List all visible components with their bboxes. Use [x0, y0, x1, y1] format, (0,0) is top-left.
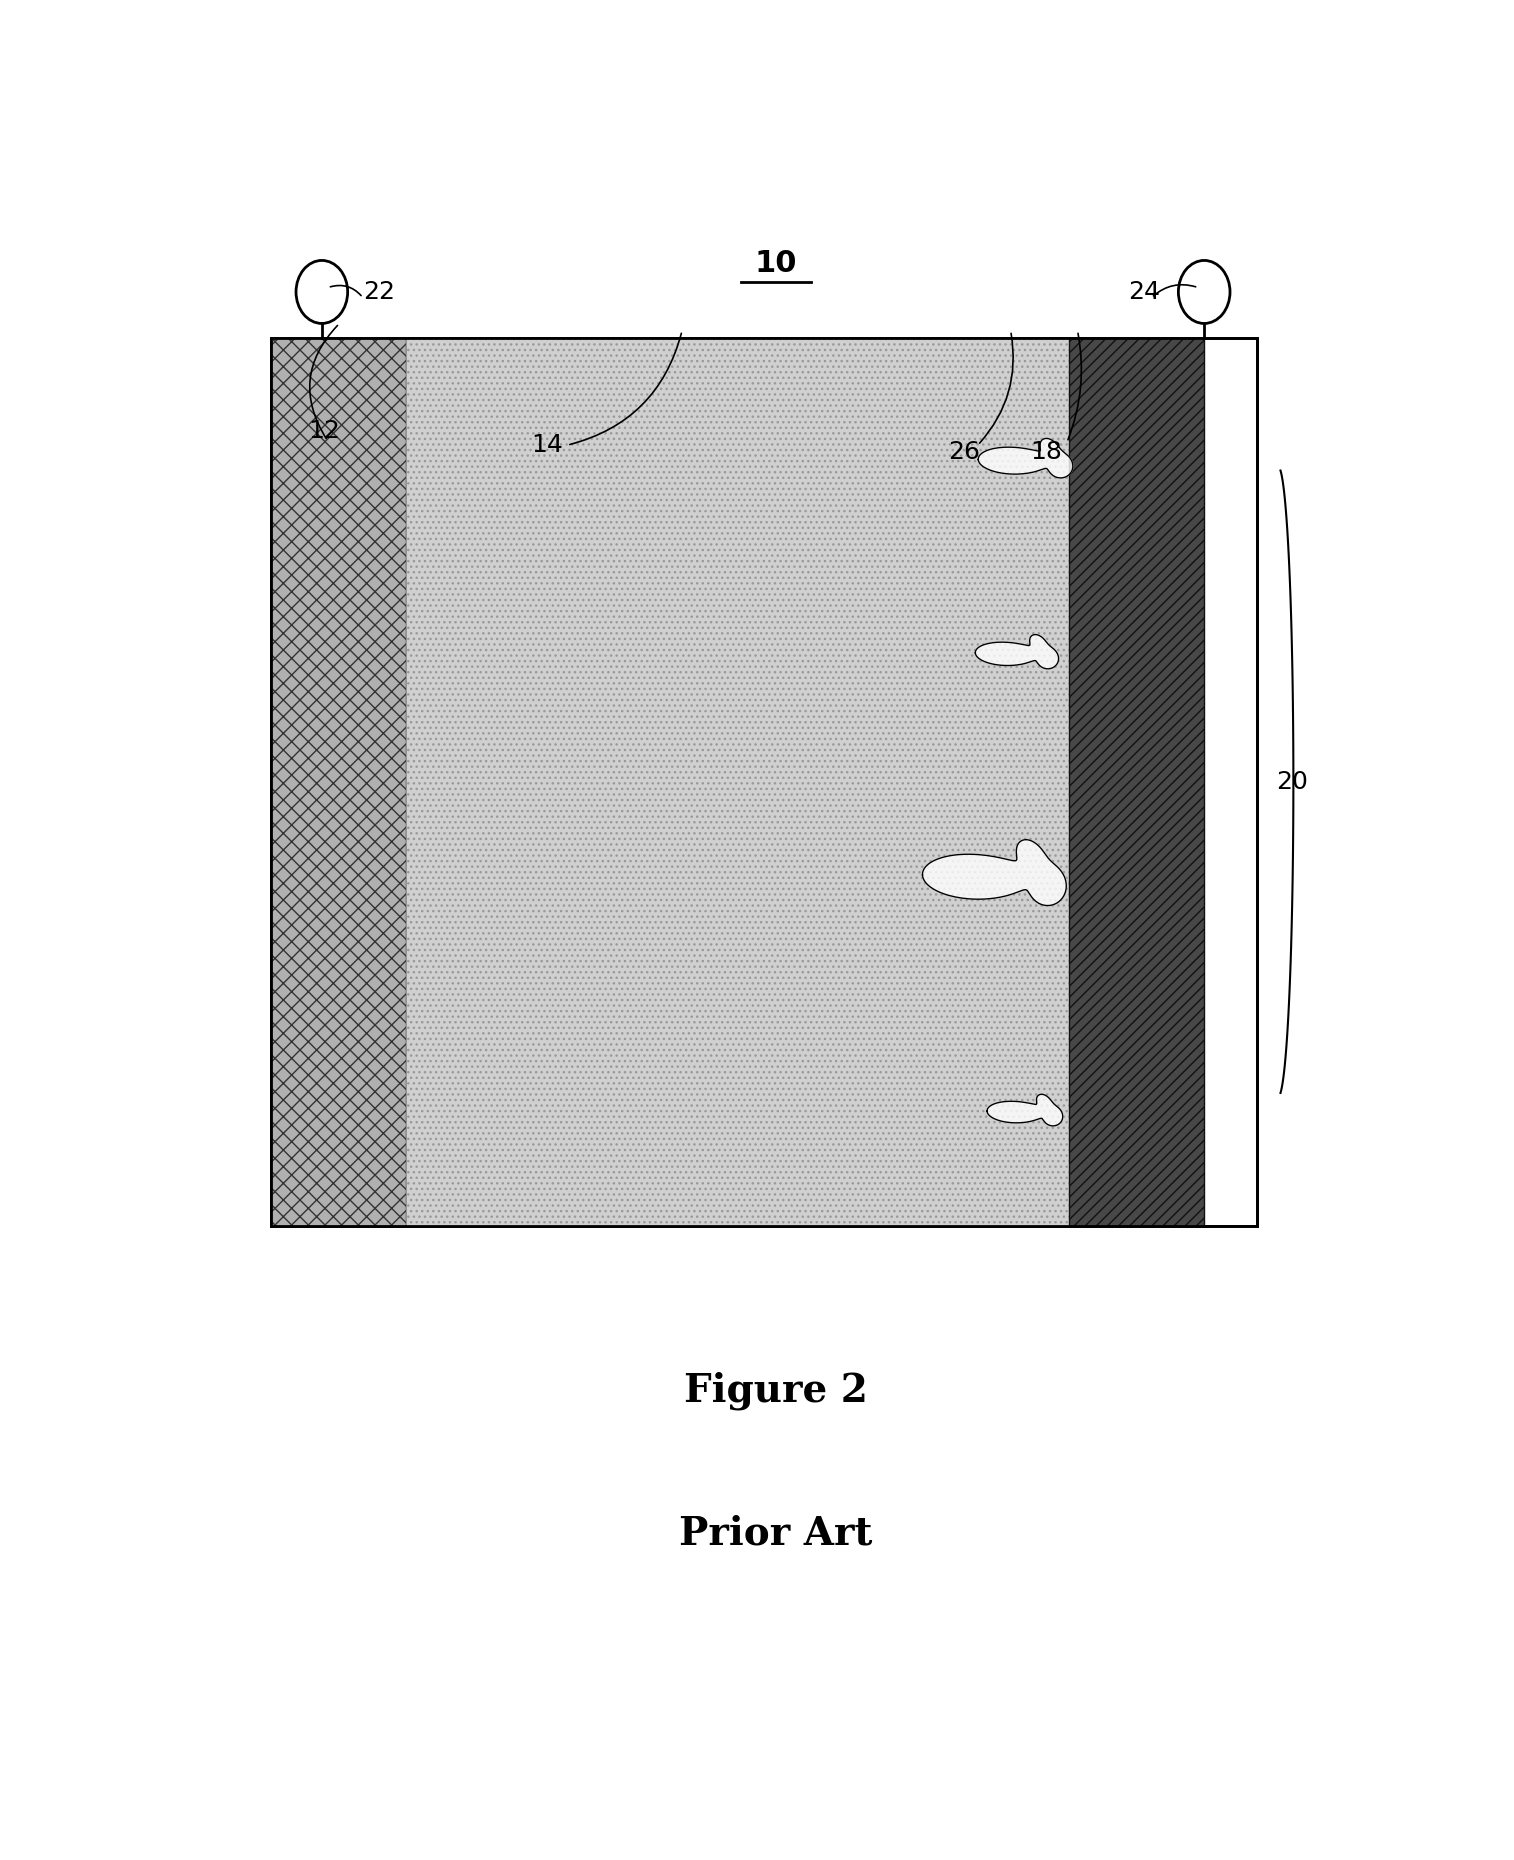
Text: 12: 12: [309, 418, 341, 443]
Polygon shape: [978, 439, 1073, 478]
FancyArrowPatch shape: [330, 285, 362, 296]
Text: 26: 26: [948, 441, 980, 465]
FancyArrowPatch shape: [310, 326, 338, 439]
Text: 10: 10: [754, 249, 798, 277]
Bar: [406, 339, 1069, 1226]
Text: 18: 18: [1030, 441, 1061, 465]
FancyArrowPatch shape: [1067, 333, 1081, 439]
Bar: [1069, 339, 1204, 1226]
Circle shape: [1178, 260, 1229, 324]
FancyArrowPatch shape: [1154, 285, 1196, 296]
Bar: [271, 339, 1257, 1226]
Circle shape: [297, 260, 348, 324]
FancyArrowPatch shape: [980, 333, 1013, 443]
Text: 20: 20: [1276, 770, 1308, 794]
Polygon shape: [922, 839, 1066, 906]
Text: 22: 22: [363, 281, 395, 303]
Polygon shape: [987, 1094, 1063, 1125]
Text: Figure 2: Figure 2: [684, 1371, 868, 1410]
Bar: [271, 339, 406, 1226]
Bar: [271, 339, 1257, 1226]
Polygon shape: [975, 634, 1058, 670]
Text: Prior Art: Prior Art: [680, 1514, 872, 1553]
Text: 14: 14: [531, 433, 563, 458]
FancyArrowPatch shape: [569, 333, 681, 445]
Text: 24: 24: [1128, 281, 1160, 303]
